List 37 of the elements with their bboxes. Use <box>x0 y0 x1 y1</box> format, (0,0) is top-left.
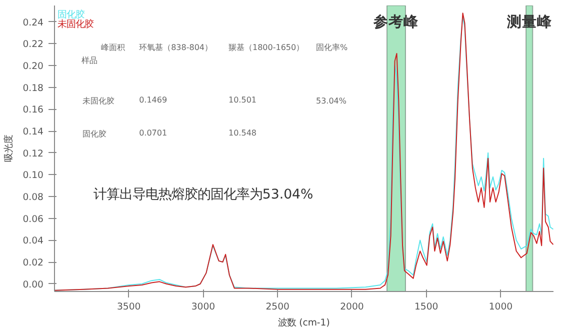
y-tick-label: 0.14 <box>22 126 44 138</box>
y-tick-label: 0.24 <box>22 17 44 28</box>
y-tick-label: 0.18 <box>22 82 44 94</box>
x-tick-label: 1000 <box>488 302 513 312</box>
annotation: 0.1469 <box>139 96 168 105</box>
band-label: 测量峰 <box>506 14 553 31</box>
y-axis-title: 吸光度 <box>4 135 15 162</box>
annotation: 0.0701 <box>139 128 168 138</box>
y-tick-label: 0.08 <box>22 192 44 204</box>
annotation: 固化胶 <box>82 130 107 139</box>
annotation: 固化率% <box>316 43 348 52</box>
y-tick-label: 0.22 <box>22 39 44 50</box>
annotation: 计算出导电热熔胶的固化率为53.04% <box>93 186 314 202</box>
x-tick-label: 2000 <box>340 302 364 312</box>
text: 固化胶 <box>57 9 84 20</box>
annotation: 10.548 <box>228 128 257 138</box>
annotation: 羰基（1800-1650） <box>228 43 304 52</box>
annotation: 未固化胶 <box>82 96 115 106</box>
y-tick-label: 0.06 <box>22 214 44 225</box>
annotation: 53.04% <box>316 96 347 106</box>
x-tick-label: 3000 <box>191 302 216 312</box>
y-tick-label: 0.10 <box>22 170 44 182</box>
annotation: 10.501 <box>228 96 257 105</box>
annotation: 峰面积 <box>101 43 126 52</box>
annotation: 样品 <box>82 56 98 65</box>
x-axis-title: 波数 (cm-1) <box>278 318 330 328</box>
y-tick-label: 0.12 <box>22 148 44 160</box>
annotation: 环氧基（838-804） <box>139 43 213 52</box>
y-tick-label: 0.04 <box>22 236 44 247</box>
text: 未固化胶 <box>57 18 94 30</box>
y-tick-label: 0.00 <box>22 279 44 290</box>
x-tick-label: 3500 <box>116 302 141 312</box>
y-tick-label: 0.20 <box>22 61 44 72</box>
x-tick-label: 2500 <box>266 302 290 312</box>
x-tick-label: 1500 <box>414 302 438 312</box>
y-tick-label: 0.02 <box>22 258 44 269</box>
y-tick-label: 0.16 <box>22 104 44 116</box>
